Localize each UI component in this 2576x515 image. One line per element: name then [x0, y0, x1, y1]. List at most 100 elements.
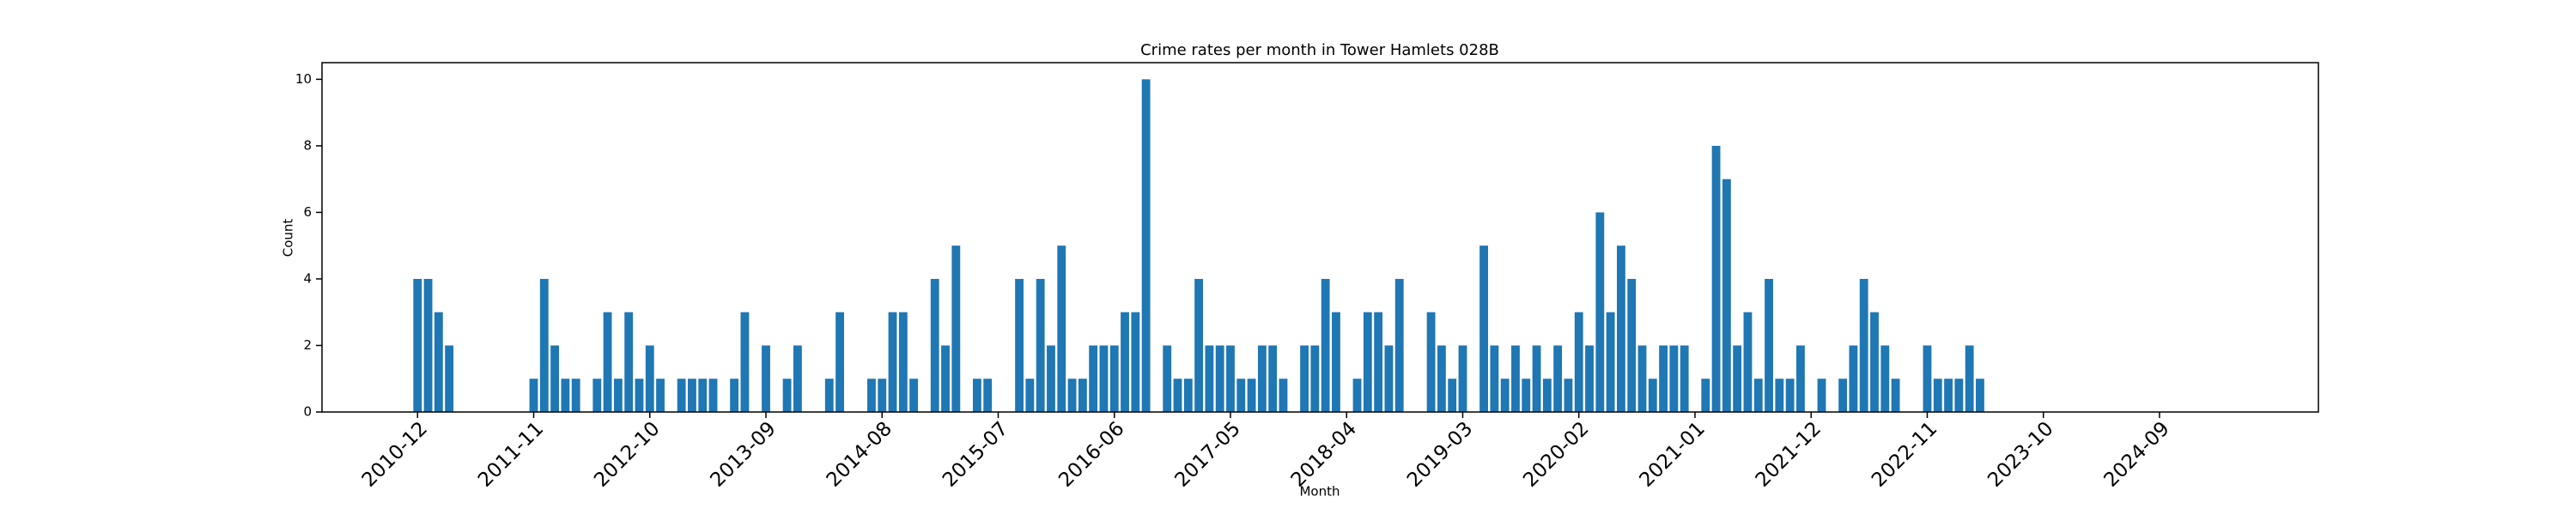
bar: [1616, 245, 1625, 412]
x-tick-label: 2014-08: [823, 417, 896, 491]
bar: [983, 379, 993, 412]
bar: [1131, 312, 1140, 412]
bar: [793, 345, 802, 412]
bar: [1215, 345, 1224, 412]
bar: [434, 312, 443, 412]
bar: [1923, 345, 1932, 412]
bar: [1574, 312, 1583, 412]
y-tick-label: 2: [303, 337, 312, 353]
bar: [1374, 312, 1383, 412]
bar: [1648, 379, 1657, 412]
bar: [413, 278, 422, 412]
bar: [1838, 379, 1848, 412]
x-tick-label: 2017-05: [1170, 417, 1244, 491]
bar: [1796, 345, 1805, 412]
bar: [1965, 345, 1974, 412]
bar: [1954, 379, 1964, 412]
y-tick-label: 6: [303, 204, 312, 220]
bar: [1500, 379, 1510, 412]
bar: [1458, 345, 1467, 412]
bar: [1047, 345, 1055, 412]
bar: [730, 379, 739, 412]
x-tick-label: 2016-06: [1054, 417, 1128, 491]
bar: [1078, 379, 1087, 412]
bar: [1310, 345, 1320, 412]
bar: [909, 379, 919, 412]
bar: [423, 278, 433, 412]
bar: [571, 379, 580, 412]
bar: [1701, 379, 1710, 412]
plot-frame: [321, 62, 2319, 413]
bar: [1553, 345, 1563, 412]
bar: [1722, 179, 1731, 412]
y-tick-label: 0: [303, 404, 312, 420]
bar: [603, 312, 612, 412]
bar: [1183, 379, 1193, 412]
bar: [1426, 312, 1436, 412]
bar: [1743, 312, 1753, 412]
bar: [635, 379, 644, 412]
bar: [1321, 278, 1330, 412]
x-tick-label: 2021-01: [1635, 417, 1709, 491]
bar: [1627, 278, 1637, 412]
bar: [867, 379, 876, 412]
bar: [1448, 379, 1457, 412]
bar: [529, 379, 538, 412]
bar: [645, 345, 654, 412]
bar: [1933, 379, 1942, 412]
bar: [1976, 379, 1984, 412]
x-tick-label: 2018-04: [1287, 417, 1361, 491]
bar: [1194, 278, 1204, 412]
y-tick-label: 10: [295, 71, 312, 87]
bar: [624, 312, 634, 412]
x-tick-label: 2023-10: [1984, 417, 2057, 491]
bar: [1479, 245, 1488, 412]
bar: [1205, 345, 1214, 412]
x-tick-label: 2011-11: [474, 417, 548, 491]
bar: [688, 379, 696, 412]
bar: [592, 379, 602, 412]
bar: [1279, 379, 1288, 412]
bar: [1669, 345, 1679, 412]
chart-title: Crime rates per month in Tower Hamlets 0…: [1140, 41, 1499, 59]
bar: [972, 379, 981, 412]
bar: [930, 278, 939, 412]
bar: [740, 312, 750, 412]
bar: [1490, 345, 1499, 412]
bar: [1753, 379, 1763, 412]
bar: [1236, 379, 1246, 412]
bar: [1849, 345, 1858, 412]
bar: [1173, 379, 1182, 412]
bar: [1121, 312, 1129, 412]
bar: [1595, 212, 1605, 412]
bar: [1880, 345, 1890, 412]
bar: [1511, 345, 1520, 412]
bar: [1099, 345, 1109, 412]
bar: [1859, 278, 1868, 412]
bar: [1785, 379, 1795, 412]
bar: [1025, 379, 1035, 412]
x-tick-label: 2024-09: [2099, 417, 2173, 491]
bar: [1532, 345, 1541, 412]
bar: [445, 345, 454, 412]
y-tick-label: 8: [303, 137, 312, 153]
bar: [656, 379, 665, 412]
bar: [878, 379, 887, 412]
bar: [613, 379, 623, 412]
bar: [1680, 345, 1689, 412]
bar: [1659, 345, 1668, 412]
bar: [1363, 312, 1372, 412]
bar: [708, 379, 718, 412]
bar: [1089, 345, 1098, 412]
bar: [835, 312, 844, 412]
bar: [1036, 278, 1045, 412]
x-tick-label: 2010-12: [358, 417, 432, 491]
bar: [1775, 379, 1784, 412]
bar: [782, 379, 792, 412]
bar: [1015, 278, 1024, 412]
bar: [1733, 345, 1742, 412]
bar: [1300, 345, 1309, 412]
bar: [762, 345, 770, 412]
bar: [1384, 345, 1394, 412]
bar: [1163, 345, 1172, 412]
